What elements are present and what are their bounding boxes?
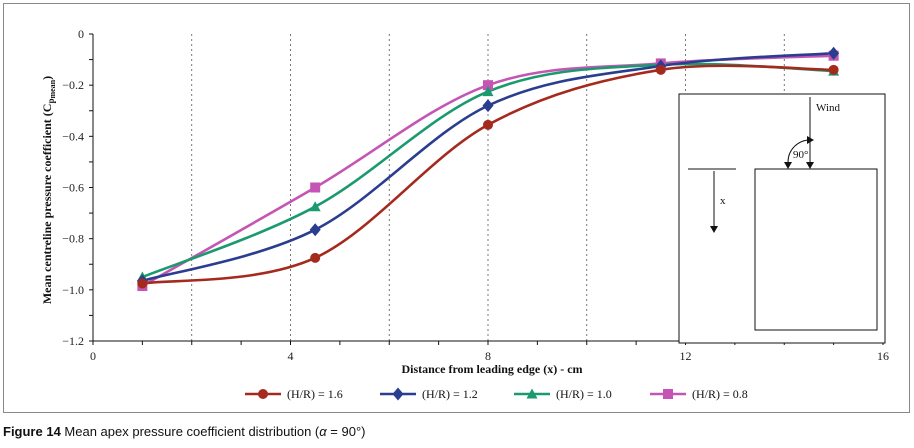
data-point	[309, 223, 321, 237]
figure-frame: 0 −0.2 −0.4 −0.6 −0.8 −1.0 −1.2 0 4 8 12 16 x Wind …	[3, 3, 910, 413]
y-tick-label: −0.2	[62, 78, 84, 92]
x-tick-label: 4	[288, 349, 294, 363]
data-point	[483, 80, 493, 91]
y-tick-label: −0.8	[62, 232, 84, 246]
x-tick-label: 12	[680, 349, 692, 363]
angle-arc-arrowhead	[807, 136, 814, 144]
x-tick-label: 0	[90, 349, 96, 363]
legend-marker	[663, 389, 673, 399]
legend: (H/R) = 1.6 (H/R) = 1.2 (H/R) = 1.0 (H/R) =…	[245, 387, 748, 401]
data-point	[309, 201, 321, 212]
data-point	[482, 99, 494, 113]
figure-label: Figure 14	[3, 424, 61, 439]
legend-label: (H/R) = 1.6	[287, 387, 343, 401]
legend-label: (H/R) = 1.2	[422, 387, 478, 401]
caption-text: Mean apex pressure coefficient distribut…	[60, 424, 320, 439]
x-arrow-head	[710, 226, 718, 233]
angle-start-marker	[784, 162, 792, 169]
legend-label: (H/R) = 1.0	[556, 387, 612, 401]
y-axis-title: Mean centreline pressure coefficient (Cp…	[40, 76, 57, 304]
caption-text-end: = 90°)	[326, 424, 366, 439]
legend-marker	[392, 387, 404, 401]
angle-arc	[787, 139, 811, 163]
y-tick-label: −1.0	[62, 283, 84, 297]
data-point	[828, 64, 839, 75]
y-tick-label: −0.4	[62, 129, 84, 143]
chart: 0 −0.2 −0.4 −0.6 −0.8 −1.0 −1.2 0 4 8 12 16 x Wind …	[40, 27, 889, 401]
data-point	[482, 86, 494, 97]
caption-alpha: α	[319, 424, 327, 439]
wind-arrow-head	[806, 162, 814, 169]
x-tick-label: 16	[877, 349, 889, 363]
ticks-layer: 0 −0.2 −0.4 −0.6 −0.8 −1.0 −1.2 0 4 8 12 16	[62, 27, 889, 363]
x-label: x	[720, 195, 726, 207]
series-layer	[136, 46, 840, 291]
roof-section	[754, 168, 878, 331]
inset-diagram: x Wind 90°	[678, 93, 886, 344]
angle-label: 90°	[793, 149, 808, 161]
legend-label: (H/R) = 0.8	[692, 387, 748, 401]
y-tick-label: 0	[78, 27, 84, 41]
wind-label: Wind	[816, 102, 840, 114]
x-tick-label: 8	[485, 349, 491, 363]
legend-marker	[258, 389, 268, 399]
data-point	[310, 182, 321, 193]
data-point	[655, 64, 666, 75]
legend-marker	[526, 388, 538, 399]
y-tick-label: −0.6	[62, 181, 84, 195]
data-point	[137, 278, 148, 289]
data-point	[310, 252, 321, 263]
x-axis-title: Distance from leading edge (x) - cm	[401, 362, 582, 376]
inset-border	[678, 93, 886, 344]
data-point	[483, 119, 493, 130]
figure-caption: Figure 14 Mean apex pressure coefficient…	[3, 424, 365, 439]
y-tick-label: −1.2	[62, 334, 84, 348]
data-point	[828, 46, 840, 60]
